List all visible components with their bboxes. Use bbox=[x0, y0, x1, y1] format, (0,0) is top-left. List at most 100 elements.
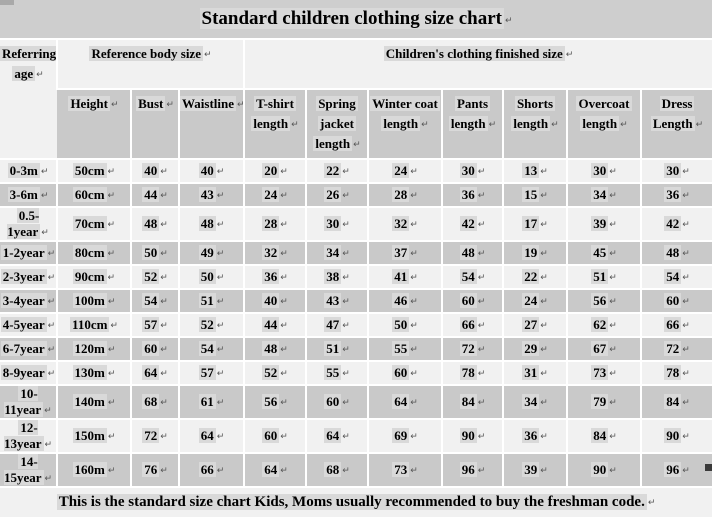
return-mark-icon: ↵ bbox=[280, 273, 288, 283]
cell: 22 ↵ bbox=[305, 158, 368, 183]
return-mark-icon: ↵ bbox=[107, 297, 116, 307]
cell: 48 ↵ bbox=[130, 206, 179, 241]
return-mark-icon: ↵ bbox=[410, 191, 418, 201]
cell: 48 ↵ bbox=[441, 240, 503, 265]
return-mark-icon: ↵ bbox=[280, 297, 288, 307]
cell: 37 ↵ bbox=[367, 240, 442, 265]
return-mark-icon: ↵ bbox=[160, 167, 168, 177]
cell: 1-2year ↵ bbox=[0, 240, 57, 265]
cell: 64 ↵ bbox=[178, 418, 244, 453]
return-mark-icon: ↵ bbox=[540, 398, 548, 408]
return-mark-icon: ↵ bbox=[216, 220, 225, 230]
return-mark-icon: ↵ bbox=[540, 273, 548, 283]
cell: 22 ↵ bbox=[502, 264, 567, 289]
cell: 60 ↵ bbox=[243, 418, 306, 453]
return-mark-icon: ↵ bbox=[609, 345, 617, 355]
cell: 36 ↵ bbox=[502, 418, 567, 453]
cell: 90 ↵ bbox=[566, 452, 641, 487]
cell: 84 ↵ bbox=[639, 384, 712, 419]
header-columns-row: Height ↵ Bust ↵ Waistline ↵ T-shirt length ↵ Spri… bbox=[0, 88, 712, 159]
cell: 31 ↵ bbox=[502, 360, 567, 385]
return-mark-icon: ↵ bbox=[107, 369, 116, 379]
return-mark-icon: ↵ bbox=[647, 498, 656, 508]
return-mark-icon: ↵ bbox=[477, 321, 486, 331]
cell: 120m ↵ bbox=[56, 336, 131, 361]
return-mark-icon: ↵ bbox=[160, 398, 168, 408]
return-mark-icon: ↵ bbox=[107, 466, 116, 476]
cell: 27 ↵ bbox=[502, 312, 567, 337]
return-mark-icon: ↵ bbox=[540, 167, 548, 177]
return-mark-icon: ↵ bbox=[280, 220, 288, 230]
footer-note: This is the standard size chart Kids, Mo… bbox=[56, 494, 647, 510]
footer-note-cell: This is the standard size chart Kids, Mo… bbox=[0, 486, 712, 517]
return-mark-icon: ↵ bbox=[609, 369, 617, 379]
return-mark-icon: ↵ bbox=[280, 321, 288, 331]
cell: 55 ↵ bbox=[367, 336, 442, 361]
return-mark-icon: ↵ bbox=[216, 273, 225, 283]
cell: 19 ↵ bbox=[502, 240, 567, 265]
return-mark-icon: ↵ bbox=[695, 120, 704, 130]
cell: 52 ↵ bbox=[243, 360, 306, 385]
cell: 39 ↵ bbox=[502, 452, 567, 487]
return-mark-icon: ↵ bbox=[36, 70, 44, 80]
cell: 30 ↵ bbox=[566, 158, 641, 183]
cell: 50cm ↵ bbox=[56, 158, 131, 183]
return-mark-icon: ↵ bbox=[609, 249, 617, 259]
cell: 60cm ↵ bbox=[56, 182, 131, 207]
return-mark-icon: ↵ bbox=[421, 120, 429, 130]
return-mark-icon: ↵ bbox=[41, 228, 49, 238]
return-mark-icon: ↵ bbox=[540, 191, 548, 201]
cell: 20 ↵ bbox=[243, 158, 306, 183]
return-mark-icon: ↵ bbox=[342, 321, 350, 331]
return-mark-icon: ↵ bbox=[682, 297, 690, 307]
cell: 140m ↵ bbox=[56, 384, 131, 419]
return-mark-icon: ↵ bbox=[477, 191, 486, 201]
return-mark-icon: ↵ bbox=[609, 273, 617, 283]
cell: 52 ↵ bbox=[178, 312, 244, 337]
cell: 66 ↵ bbox=[639, 312, 712, 337]
cell: 60 ↵ bbox=[367, 360, 442, 385]
cell: 42 ↵ bbox=[441, 206, 503, 241]
return-mark-icon: ↵ bbox=[160, 432, 168, 442]
cell: 14-15year ↵ bbox=[0, 452, 57, 487]
return-mark-icon: ↵ bbox=[280, 466, 288, 476]
column-header: Overcoat length ↵ bbox=[566, 88, 641, 159]
return-mark-icon: ↵ bbox=[410, 167, 418, 177]
return-mark-icon: ↵ bbox=[44, 406, 52, 416]
return-mark-icon: ↵ bbox=[216, 432, 225, 442]
cell: 3-4year ↵ bbox=[0, 288, 57, 313]
cell: 39 ↵ bbox=[566, 206, 641, 241]
cell: 61 ↵ bbox=[178, 384, 244, 419]
cell: 90 ↵ bbox=[639, 418, 712, 453]
return-mark-icon: ↵ bbox=[609, 466, 617, 476]
return-mark-icon: ↵ bbox=[342, 273, 350, 283]
cell: 57 ↵ bbox=[130, 312, 179, 337]
cell: 30 ↵ bbox=[441, 158, 503, 183]
cell: 38 ↵ bbox=[305, 264, 368, 289]
return-mark-icon: ↵ bbox=[477, 345, 486, 355]
return-mark-icon: ↵ bbox=[107, 273, 116, 283]
cell: 42 ↵ bbox=[639, 206, 712, 241]
cell: 24 ↵ bbox=[367, 158, 442, 183]
return-mark-icon: ↵ bbox=[280, 432, 288, 442]
return-mark-icon: ↵ bbox=[107, 345, 116, 355]
column-header: Bust ↵ bbox=[130, 88, 179, 159]
return-mark-icon: ↵ bbox=[216, 398, 225, 408]
return-mark-icon: ↵ bbox=[540, 466, 548, 476]
cell: 40 ↵ bbox=[130, 158, 179, 183]
cell: 26 ↵ bbox=[305, 182, 368, 207]
cell: 4-5year ↵ bbox=[0, 312, 57, 337]
cell: 36 ↵ bbox=[639, 182, 712, 207]
return-mark-icon: ↵ bbox=[682, 167, 690, 177]
cell: 96 ↵ bbox=[441, 452, 503, 487]
return-mark-icon: ↵ bbox=[342, 369, 350, 379]
column-header: Pants length ↵ bbox=[441, 88, 503, 159]
return-mark-icon: ↵ bbox=[280, 369, 288, 379]
table-row: 3-6m ↵ 60cm ↵ 44 ↵ 43 ↵ 24 ↵ 26 ↵ 28 ↵ 36 ↵ 15 ↵ 34 ↵ 36 ↵ bbox=[0, 182, 712, 207]
chart-title-cell: Standard children clothing size chart ↵ bbox=[0, 0, 712, 39]
cell: 10-11year ↵ bbox=[0, 384, 57, 419]
header-referring-age: Referring age ↵ bbox=[0, 38, 57, 159]
cell: 56 ↵ bbox=[566, 288, 641, 313]
cell: 57 ↵ bbox=[178, 360, 244, 385]
